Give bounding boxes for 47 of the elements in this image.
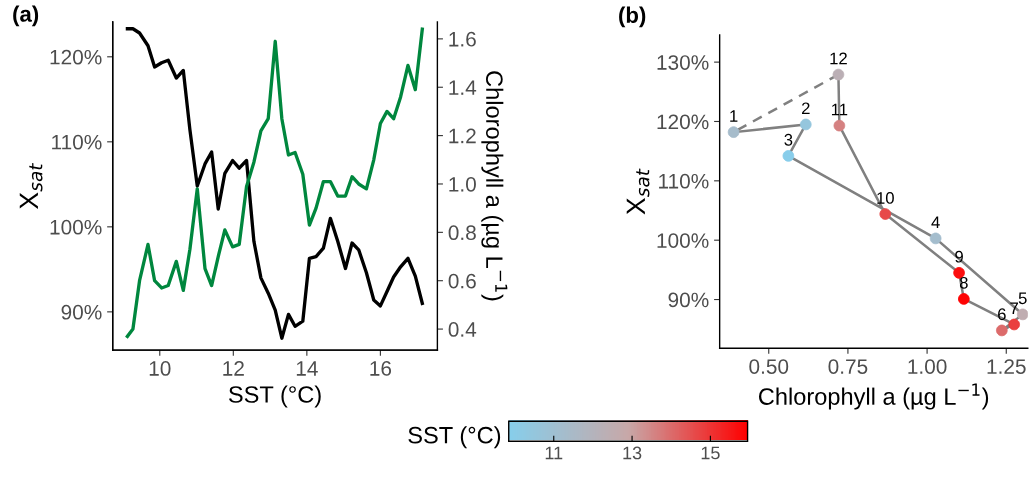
x-tick-label: 1.25 (987, 359, 1026, 374)
color-bar-label: 13 (623, 446, 642, 460)
y2-tick-label: 1.6 (449, 31, 476, 47)
annotation: 2 (802, 102, 810, 115)
color-bar-label: 11 (545, 446, 563, 460)
annotation: 3 (784, 133, 793, 146)
x-tick-label: 10 (149, 361, 171, 376)
x-axis-title: Chlorophyll a (µg L$^{−1}$) (759, 383, 989, 410)
x-tick-label: 0.50 (749, 359, 789, 374)
y-axis-title: X$_{sat}$ (19, 162, 43, 209)
y-axis-title: X$_{sat}$ (626, 168, 650, 215)
chart-title: (b) (619, 6, 646, 28)
y-tick-label: 120% (657, 114, 709, 130)
x-tick-label: 0.75 (828, 359, 868, 374)
x-axis-title: SST (°C) (228, 385, 321, 408)
y-tick-label: 110% (52, 134, 102, 150)
x-tick-label: 12 (223, 361, 244, 376)
x-tick-label: 1.00 (908, 359, 947, 374)
y-tick-label: 130% (657, 55, 709, 70)
y2-axis-title: Chlorophyll a (µg L$^{−1}$) (481, 71, 508, 301)
annotation: 1 (730, 110, 738, 122)
y-tick-label: 90% (668, 292, 709, 308)
y-tick-label: 90% (61, 304, 102, 320)
annotation: 8 (959, 276, 968, 289)
x-tick-label: 14 (296, 361, 318, 376)
annotation: 11 (831, 103, 848, 116)
y2-tick-label: 0.4 (448, 322, 477, 337)
y2-tick-label: 1.0 (449, 176, 476, 192)
y-tick-label: 120% (50, 49, 102, 65)
y2-tick-label: 0.8 (448, 225, 476, 241)
annotation: 6 (998, 308, 1006, 321)
y-tick-label: 100% (657, 233, 709, 248)
chart-title: (a) (13, 5, 39, 27)
y2-tick-label: 0.6 (448, 273, 476, 289)
y-tick-label: 110% (659, 173, 709, 189)
x-tick-label: 16 (370, 361, 392, 376)
y2-tick-label: 1.4 (449, 80, 477, 95)
annotation: 4 (931, 216, 940, 228)
annotation: 10 (877, 192, 894, 204)
annotation: 5 (1018, 292, 1027, 305)
y2-tick-label: 1.2 (449, 128, 476, 144)
color-bar-title: SST (°C) (408, 426, 501, 449)
annotation: 12 (830, 52, 847, 65)
annotation: 7 (1010, 302, 1018, 315)
color-bar-label: 15 (701, 446, 720, 460)
annotation: 9 (955, 250, 963, 263)
y-tick-label: 100% (50, 219, 102, 235)
